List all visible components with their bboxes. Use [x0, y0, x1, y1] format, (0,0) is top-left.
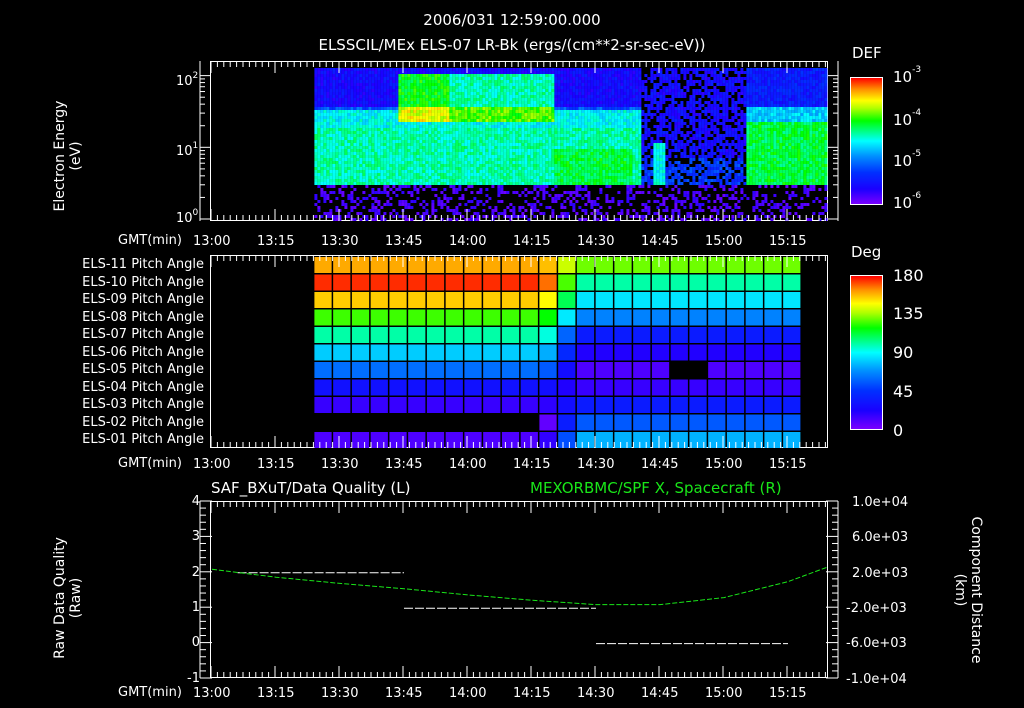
xtick-label: 15:00: [705, 234, 743, 249]
colorbar2-tick: 180: [893, 266, 924, 285]
xtick-label: 15:15: [769, 686, 807, 701]
xtick-label: 14:30: [577, 686, 615, 701]
ytick-right: 2.0e+03: [852, 565, 909, 581]
ytick-right: 6.0e+03: [852, 530, 909, 546]
xtick-label: 13:30: [321, 686, 359, 701]
pitch-angle-row-label: ELS-07 Pitch Angle: [82, 327, 204, 342]
panel3-left-title: SAF_BXuT/Data Quality (L): [211, 479, 411, 497]
xtick-label: 13:15: [257, 686, 295, 701]
deg-colorbar: [850, 275, 883, 430]
xtick-label: 13:30: [321, 457, 359, 472]
ytick-right: -2.0e+03: [846, 600, 907, 616]
pitch-angle-row-label: ELS-05 Pitch Angle: [82, 362, 204, 377]
pitch-angle-row-label: ELS-04 Pitch Angle: [82, 379, 204, 395]
spectrogram-canvas: [314, 68, 828, 221]
panel1-ytick: 100: [176, 208, 199, 226]
xtick-label: 13:45: [385, 234, 423, 249]
pitch-angle-row-label: ELS-01 Pitch Angle: [82, 432, 204, 447]
xtick-label: 13:45: [385, 457, 423, 472]
pitch-angle-row-label: ELS-02 Pitch Angle: [82, 414, 204, 430]
panel1-xlabel: GMT(min): [118, 233, 182, 248]
xtick-label: 14:15: [513, 686, 551, 701]
xtick-label: 15:00: [705, 457, 743, 472]
colorbar2-tick: 45: [893, 382, 914, 401]
panel3-right-title: MEXORBMC/SPF X, Spacecraft (R): [530, 479, 782, 497]
colorbar2-title: Deg: [851, 243, 882, 261]
panel1-ylabel: Electron Energy (eV): [52, 100, 84, 212]
colorbar1-tick: 10-6: [893, 191, 922, 212]
ytick-right: -1.0e+04: [846, 671, 907, 687]
plot-timestamp: 2006/031 12:59:00.000: [423, 11, 601, 29]
xtick-label: 14:30: [577, 457, 615, 472]
xtick-label: 14:45: [641, 234, 679, 249]
xtick-label: 15:00: [705, 686, 743, 701]
colorbar1-tick: 10-5: [893, 149, 922, 170]
xtick-label: 14:15: [513, 457, 551, 472]
ytick-left: 4: [191, 494, 200, 509]
ytick-right: -6.0e+03: [846, 636, 907, 652]
xtick-label: 13:00: [193, 686, 231, 701]
panel3-left-ylabel: Raw Data Quality (Raw): [52, 537, 84, 659]
colorbar2-tick: 135: [893, 304, 924, 323]
panel2-xlabel: GMT(min): [118, 456, 182, 471]
xtick-label: 13:00: [193, 234, 231, 249]
xtick-label: 14:30: [577, 234, 615, 249]
data-quality-plot[interactable]: [210, 501, 828, 678]
plot-subtitle: ELSSCIL/MEx ELS-07 LR-Bk (ergs/(cm**2-sr…: [318, 36, 706, 54]
xtick-label: 14:15: [513, 234, 551, 249]
def-colorbar: [850, 77, 883, 205]
xtick-label: 13:45: [385, 686, 423, 701]
colorbar2-tick: 0: [893, 421, 904, 440]
ytick-left: -1: [187, 670, 200, 686]
ytick-right: 1.0e+04: [852, 495, 909, 510]
xtick-label: 13:30: [321, 234, 359, 249]
pitch-angle-row-label: ELS-10 Pitch Angle: [82, 274, 204, 290]
xtick-label: 13:15: [257, 234, 295, 249]
ytick-left: 2: [191, 564, 200, 580]
energy-spectrogram[interactable]: [210, 61, 828, 221]
colorbar1-tick: 10-4: [893, 108, 922, 129]
pitch-angle-row-label: ELS-08 Pitch Angle: [82, 309, 204, 325]
ytick-left: 0: [191, 635, 200, 651]
pitch-angle-grid[interactable]: [210, 255, 828, 448]
pitch-angle-canvas: [314, 257, 801, 448]
panel3-xlabel: GMT(min): [118, 685, 182, 700]
panel3-right-ylabel: Component Distance (km): [952, 516, 984, 664]
xtick-label: 13:15: [257, 457, 295, 472]
colorbar1-tick: 10-3: [893, 65, 922, 86]
xtick-label: 14:00: [449, 457, 487, 472]
ytick-left: 1: [191, 599, 200, 615]
pitch-angle-row-label: ELS-06 Pitch Angle: [82, 344, 204, 360]
pitch-angle-row-label: ELS-11 Pitch Angle: [82, 257, 204, 272]
xtick-label: 14:00: [449, 234, 487, 249]
xtick-label: 14:45: [641, 457, 679, 472]
xtick-label: 15:15: [769, 457, 807, 472]
ytick-left: 3: [191, 529, 200, 545]
panel1-ytick: 101: [176, 141, 199, 159]
pitch-angle-row-label: ELS-03 Pitch Angle: [82, 397, 204, 412]
colorbar2-tick: 90: [893, 343, 914, 362]
xtick-label: 15:15: [769, 234, 807, 249]
xtick-label: 14:45: [641, 686, 679, 701]
xtick-label: 13:00: [193, 457, 231, 472]
line-plot-canvas: [211, 567, 827, 645]
pitch-angle-row-label: ELS-09 Pitch Angle: [82, 292, 204, 307]
colorbar1-title: DEF: [852, 44, 882, 62]
panel1-ytick: 102: [176, 71, 199, 89]
xtick-label: 14:00: [449, 686, 487, 701]
